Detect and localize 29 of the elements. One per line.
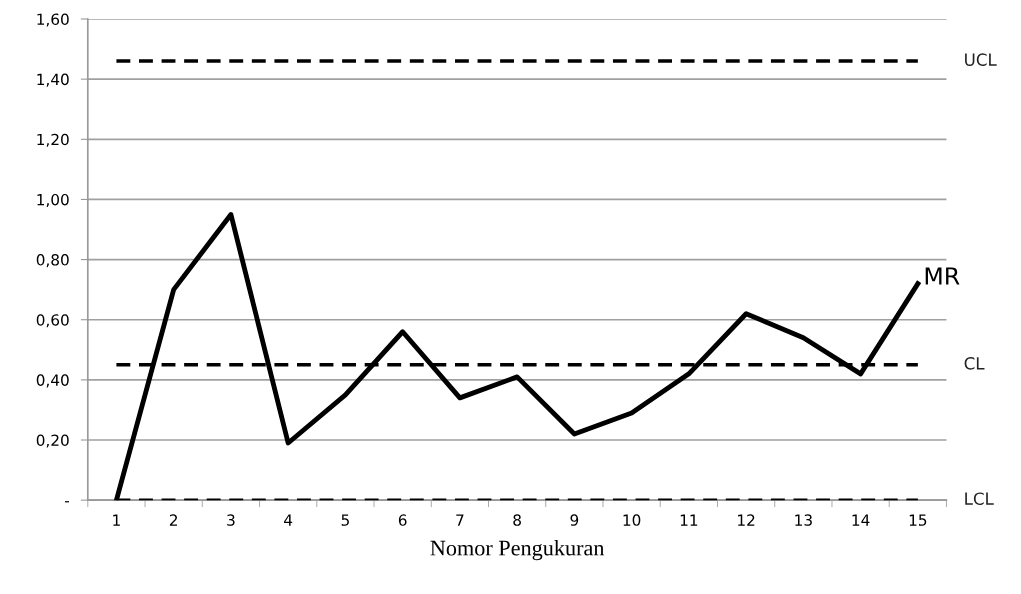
x-tick-label: 12 — [738, 514, 755, 526]
y-tick-label: 1,00 — [37, 193, 69, 208]
x-tick-label: 13 — [795, 514, 812, 526]
x-tick-label: 6 — [398, 514, 407, 526]
x-tick-label: 9 — [570, 514, 579, 526]
x-tick-label: 1 — [113, 514, 120, 526]
y-tick-label: 0,40 — [36, 374, 69, 388]
x-tick-label: 14 — [852, 514, 870, 526]
x-tick-label: 11 — [680, 514, 698, 526]
y-tick-label: - — [64, 501, 70, 503]
x-tick-label: 7 — [456, 514, 464, 526]
y-tick-label: 0,20 — [36, 434, 69, 448]
x-tick-label: 10 — [623, 514, 641, 526]
series-label: MR — [925, 267, 960, 285]
y-tick-label: 0,80 — [36, 254, 69, 268]
ref-line-label: CL — [964, 357, 985, 370]
x-tick-label: 3 — [227, 514, 235, 526]
y-tick-label: 0,60 — [36, 314, 69, 328]
x-tick-label: 8 — [513, 514, 521, 526]
y-tick-label: 1,40 — [37, 73, 69, 87]
x-axis-title: Nomor Pengukuran — [430, 539, 605, 561]
ref-line-label: UCL — [965, 53, 997, 66]
x-tick-label: 15 — [909, 514, 927, 526]
y-tick-label: 1,60 — [37, 13, 69, 27]
ref-line-label: LCL — [965, 492, 994, 505]
x-tick-label: 5 — [341, 514, 349, 526]
x-tick-label: 4 — [284, 514, 293, 526]
y-tick-label: 1,20 — [37, 133, 69, 147]
x-tick-label: 2 — [169, 514, 177, 526]
